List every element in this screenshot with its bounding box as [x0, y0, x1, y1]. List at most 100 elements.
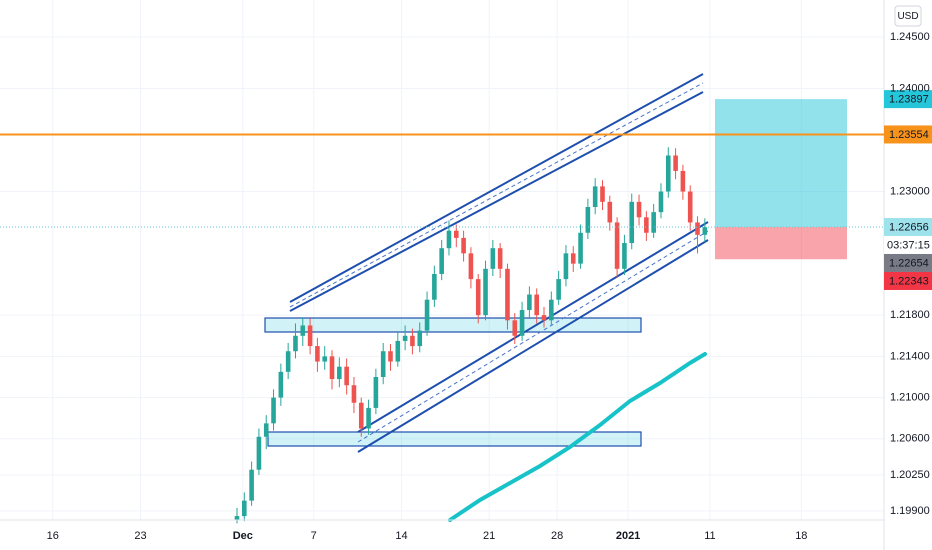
countdown: 03:37:15	[887, 239, 930, 251]
price-label-box	[884, 90, 932, 109]
price-label-box	[884, 271, 932, 290]
candle-body	[556, 279, 561, 300]
y-tick-label: 1.20250	[890, 469, 930, 481]
price-labels: 1.23897 1.23554 1.22656 03:37:15 1.22654 1.22…	[0, 90, 932, 290]
candle-body	[242, 500, 247, 517]
x-tick-label: 16	[47, 530, 59, 542]
price-label: 1.22654	[889, 257, 929, 269]
candle-body	[644, 217, 649, 233]
candle-body	[512, 320, 518, 336]
candle-body	[432, 273, 437, 300]
channel-mid	[357, 230, 709, 443]
candle-body	[358, 402, 364, 429]
candle-body	[614, 222, 620, 269]
x-tick-label: 23	[134, 530, 146, 542]
candle-body	[658, 191, 664, 213]
y-tick-label: 1.21800	[890, 309, 930, 321]
candle-body	[570, 253, 576, 264]
candle-body	[673, 155, 678, 171]
x-tick-label: 14	[395, 530, 407, 542]
candle-body	[249, 469, 254, 501]
candle-body	[263, 423, 269, 437]
support-zone	[264, 317, 642, 333]
candle-body	[388, 351, 393, 362]
timer-box	[884, 235, 932, 254]
candle-body	[410, 335, 415, 347]
channel-line	[357, 239, 709, 453]
candle-body	[527, 294, 532, 311]
candle-body	[351, 385, 357, 403]
x-tick-label: Dec	[233, 530, 253, 542]
candle-body	[629, 201, 635, 244]
candle-body	[307, 325, 313, 347]
candle-body	[329, 356, 335, 380]
candle-body	[337, 366, 342, 380]
candle-body	[563, 253, 569, 280]
x-tick-label: 7	[311, 530, 317, 542]
candle-body	[687, 191, 693, 223]
x-tick-label: 11	[704, 530, 715, 542]
candle-body	[446, 230, 452, 249]
candle-body	[475, 279, 481, 316]
candle-body	[271, 397, 276, 424]
x-tick-label: 28	[551, 530, 563, 542]
x-tick-label: 21	[483, 530, 495, 542]
y-tick-label: 1.24000	[890, 82, 930, 94]
channel-line	[289, 73, 704, 303]
candle-body	[497, 248, 503, 269]
price-label: 1.22656	[889, 221, 929, 233]
price-label: 1.22343	[889, 275, 929, 287]
x-tick-label: 18	[795, 530, 807, 542]
currency-box[interactable]	[894, 5, 922, 27]
candle-body	[373, 376, 379, 408]
candle-body	[541, 315, 547, 321]
price-label-box	[884, 125, 932, 144]
channel-line	[357, 221, 709, 433]
candle-body	[256, 436, 262, 470]
candle-body	[534, 294, 540, 316]
candle-body	[607, 201, 613, 223]
y-tick-label: 1.21000	[890, 392, 930, 404]
candle-body	[380, 351, 386, 377]
channel-line	[289, 91, 704, 312]
candles	[234, 147, 708, 524]
currency-button[interactable]: USD	[894, 5, 922, 27]
candle-body	[417, 330, 423, 347]
stop-zone	[715, 226, 847, 260]
candle-body	[549, 299, 554, 321]
price-label: 1.23897	[889, 94, 929, 106]
currency[interactable]: USD	[897, 11, 918, 22]
candle-body	[695, 222, 700, 235]
candle-body	[234, 516, 240, 521]
price-label: 1.23554	[889, 129, 929, 141]
price-label-box	[884, 217, 932, 236]
candle-body	[439, 248, 444, 274]
candle-body	[322, 356, 328, 362]
y-tick-label: 1.23000	[890, 185, 930, 197]
price-label-box	[884, 253, 932, 272]
candle-body	[622, 243, 627, 269]
candle-body	[490, 248, 496, 269]
candle-body	[636, 201, 642, 218]
x-tick-label: 2021	[616, 530, 640, 542]
candle-body	[366, 407, 371, 429]
candle-body	[424, 299, 430, 331]
candle-body	[600, 186, 605, 202]
candle-body	[483, 268, 488, 316]
drawings	[264, 73, 709, 522]
candle-body	[453, 230, 459, 238]
candle-body	[402, 335, 408, 341]
candle-body	[585, 206, 591, 233]
candle-body	[461, 237, 466, 254]
grid	[0, 0, 884, 520]
candle-body	[680, 170, 686, 192]
candle-body	[293, 335, 298, 352]
candle-body	[651, 212, 656, 233]
y-tick-label: 1.24500	[890, 31, 930, 43]
channel-mid	[289, 82, 704, 308]
candle-body	[344, 366, 349, 386]
target-zone	[715, 99, 847, 227]
position-tool	[715, 99, 847, 260]
